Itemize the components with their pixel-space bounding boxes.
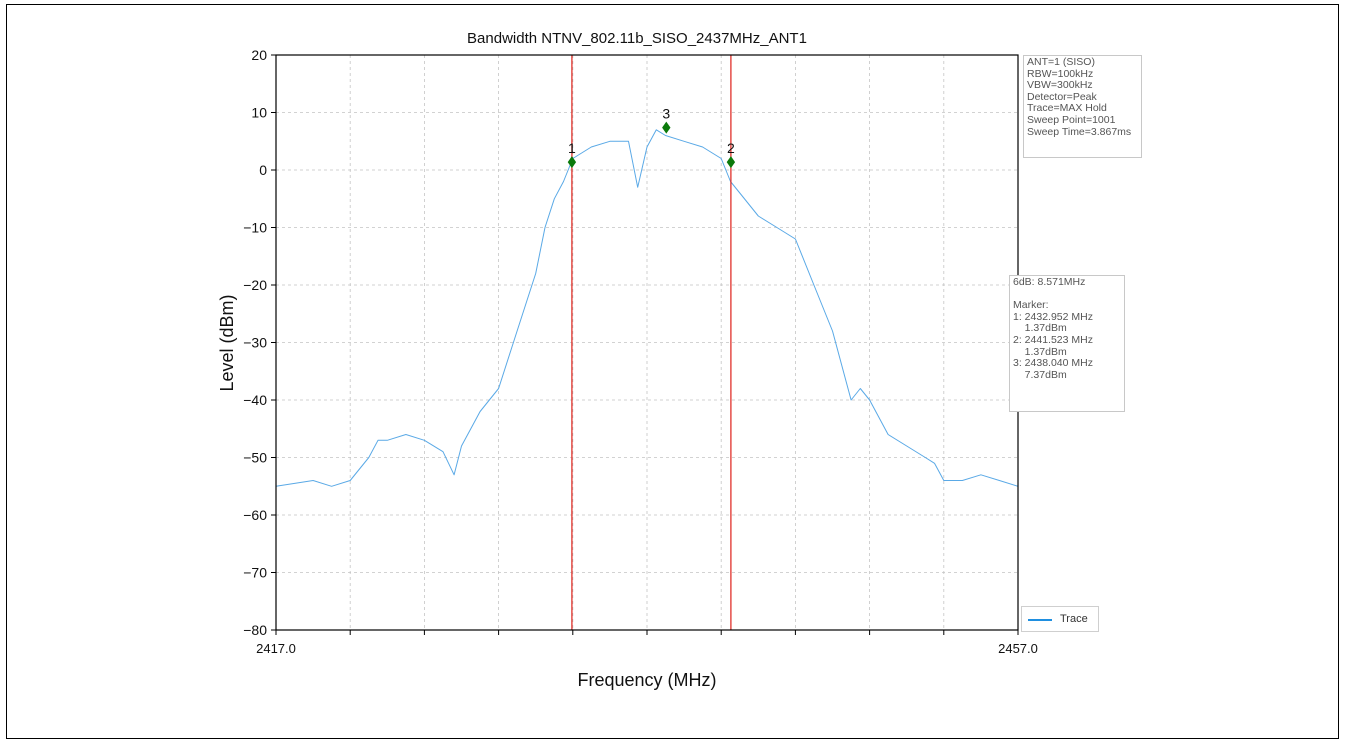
y-tick-label: −50 — [243, 450, 267, 466]
marker-readout-line: 2: 2441.523 MHz — [1013, 333, 1093, 346]
marker-readout-line: 1.37dBm — [1013, 345, 1067, 358]
marker-point — [567, 156, 577, 169]
settings-line: Sweep Time=3.867ms — [1027, 125, 1132, 138]
settings-line: RBW=100kHz — [1027, 67, 1094, 80]
settings-line: Detector=Peak — [1027, 90, 1097, 103]
y-tick-label: 0 — [259, 162, 267, 178]
x-tick-label: 2457.0 — [998, 641, 1038, 656]
axes: 20 10 0 −10 −20 −30 −40 −50 −60 −70 −80 2417.0 2457.… — [243, 47, 1038, 656]
marker-readout-line: Marker: — [1013, 299, 1049, 312]
x-axis-label: Frequency (MHz) — [577, 670, 716, 690]
plot-area: 1 2 3 — [275, 55, 1019, 630]
y-tick-label: −70 — [243, 565, 267, 581]
marker-readout-line: 3: 2438.040 MHz — [1013, 357, 1093, 370]
y-tick-label: −20 — [243, 277, 267, 293]
marker-point — [726, 156, 736, 169]
y-tick-label: −40 — [243, 392, 267, 408]
figure-frame — [6, 4, 1339, 739]
marker-label: 1 — [568, 140, 576, 156]
y-tick-label: −30 — [243, 335, 267, 351]
marker-point — [662, 121, 671, 134]
legend-trace-label: Trace — [1060, 613, 1088, 625]
legend-trace-line — [1028, 619, 1052, 621]
marker-label: 3 — [662, 106, 670, 122]
marker-label: 2 — [727, 140, 735, 156]
y-axis-label: Level (dBm) — [217, 294, 237, 391]
marker-readout-line: 7.37dBm — [1013, 368, 1067, 381]
settings-line: VBW=300kHz — [1027, 79, 1093, 92]
marker-readout-line: 1: 2432.952 MHz — [1013, 310, 1093, 323]
y-tick-label: 20 — [251, 47, 267, 63]
y-tick-label: −60 — [243, 507, 267, 523]
settings-line: Trace=MAX Hold — [1027, 102, 1107, 115]
marker-readout-box: 6dB: 8.571MHz Marker: 1: 2432.952 MHz 1.3… — [1009, 275, 1125, 412]
series-line-trace — [275, 129, 1019, 487]
grid — [276, 55, 1018, 630]
x-tick-label: 2417.0 — [256, 641, 296, 656]
legend: Trace — [1021, 606, 1099, 632]
measurement-settings-box: ANT=1 (SISO) RBW=100kHz VBW=300kHz Detector… — [1023, 55, 1142, 158]
y-tick-label: 10 — [251, 105, 267, 121]
marker-readout-line: 6dB: 8.571MHz — [1013, 276, 1086, 288]
y-tick-label: −80 — [243, 622, 267, 638]
marker-readout-line: 1.37dBm — [1013, 322, 1067, 335]
settings-line: Sweep Point=1001 — [1027, 113, 1116, 126]
settings-line: ANT=1 (SISO) — [1027, 56, 1095, 68]
y-tick-label: −10 — [243, 220, 267, 236]
chart-title: Bandwidth NTNV_802.11b_SISO_2437MHz_ANT1 — [467, 30, 807, 47]
